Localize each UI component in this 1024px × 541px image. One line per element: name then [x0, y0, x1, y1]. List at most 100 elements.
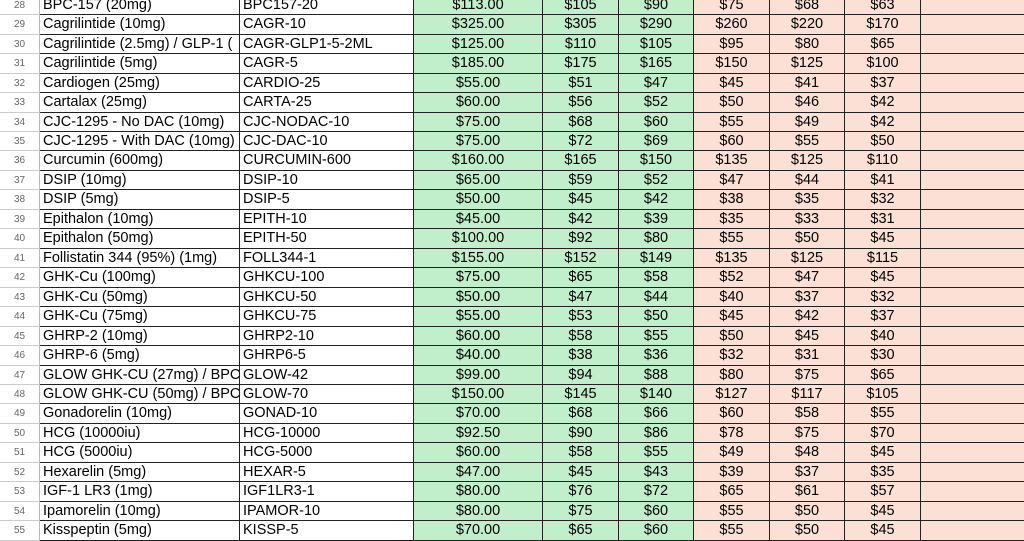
row-header[interactable]: 34: [0, 112, 40, 132]
sku-cell[interactable]: FOLL344-1: [240, 248, 414, 269]
tier-price-cell[interactable]: $70: [845, 423, 921, 444]
empty-cell[interactable]: [921, 132, 1024, 152]
sku-cell[interactable]: EPITH-10: [240, 209, 414, 230]
tier-price-cell[interactable]: $55: [694, 229, 770, 249]
tier-price-cell[interactable]: $46: [770, 93, 845, 113]
tier-price-cell[interactable]: $72: [543, 132, 619, 152]
product-name-cell[interactable]: CJC-1295 - With DAC (10mg): [40, 132, 240, 152]
empty-cell[interactable]: [921, 385, 1024, 405]
sku-cell[interactable]: CAGR-5: [240, 54, 414, 74]
empty-cell[interactable]: [921, 54, 1024, 74]
row-header[interactable]: 32: [0, 73, 40, 94]
sku-cell[interactable]: CARTA-25: [240, 93, 414, 113]
tier-price-cell[interactable]: $150: [619, 151, 694, 171]
tier-price-cell[interactable]: $175: [543, 54, 619, 74]
sku-cell[interactable]: IPAMOR-10: [240, 501, 414, 522]
tier-price-cell[interactable]: $42: [619, 190, 694, 210]
tier-price-cell[interactable]: $305: [543, 15, 619, 35]
product-name-cell[interactable]: GHRP-2 (10mg): [40, 326, 240, 347]
tier-price-cell[interactable]: $90: [619, 0, 694, 16]
tier-price-cell[interactable]: $66: [619, 404, 694, 424]
row-header[interactable]: 38: [0, 190, 40, 210]
price-cell[interactable]: $99.00: [414, 365, 543, 385]
product-name-cell[interactable]: Cagrilintide (5mg): [40, 54, 240, 74]
tier-price-cell[interactable]: $45: [543, 462, 619, 483]
tier-price-cell[interactable]: $76: [543, 482, 619, 502]
tier-price-cell[interactable]: $50: [770, 229, 845, 249]
product-name-cell[interactable]: GHK-Cu (75mg): [40, 307, 240, 327]
row-header[interactable]: 52: [0, 462, 40, 483]
sku-cell[interactable]: CARDIO-25: [240, 73, 414, 94]
row-header[interactable]: 47: [0, 365, 40, 385]
row-header[interactable]: 46: [0, 346, 40, 366]
tier-price-cell[interactable]: $92: [543, 229, 619, 249]
tier-price-cell[interactable]: $170: [845, 15, 921, 35]
tier-price-cell[interactable]: $33: [770, 209, 845, 230]
tier-price-cell[interactable]: $135: [694, 151, 770, 171]
tier-price-cell[interactable]: $44: [770, 170, 845, 191]
tier-price-cell[interactable]: $30: [845, 346, 921, 366]
tier-price-cell[interactable]: $127: [694, 385, 770, 405]
empty-cell[interactable]: [921, 365, 1024, 385]
empty-cell[interactable]: [921, 423, 1024, 444]
tier-price-cell[interactable]: $49: [770, 112, 845, 132]
tier-price-cell[interactable]: $47: [543, 287, 619, 308]
price-cell[interactable]: $45.00: [414, 209, 543, 230]
price-cell[interactable]: $150.00: [414, 385, 543, 405]
tier-price-cell[interactable]: $41: [845, 170, 921, 191]
product-name-cell[interactable]: Cartalax (25mg): [40, 93, 240, 113]
row-header[interactable]: 41: [0, 248, 40, 269]
tier-price-cell[interactable]: $58: [543, 443, 619, 463]
sku-cell[interactable]: GHKCU-100: [240, 268, 414, 288]
tier-price-cell[interactable]: $39: [619, 209, 694, 230]
tier-price-cell[interactable]: $145: [543, 385, 619, 405]
row-header[interactable]: 37: [0, 170, 40, 191]
empty-cell[interactable]: [921, 0, 1024, 16]
tier-price-cell[interactable]: $75: [543, 501, 619, 522]
tier-price-cell[interactable]: $72: [619, 482, 694, 502]
tier-price-cell[interactable]: $42: [543, 209, 619, 230]
tier-price-cell[interactable]: $45: [845, 501, 921, 522]
tier-price-cell[interactable]: $31: [770, 346, 845, 366]
tier-price-cell[interactable]: $38: [694, 190, 770, 210]
tier-price-cell[interactable]: $60: [619, 112, 694, 132]
tier-price-cell[interactable]: $60: [694, 404, 770, 424]
price-cell[interactable]: $40.00: [414, 346, 543, 366]
tier-price-cell[interactable]: $135: [694, 248, 770, 269]
row-header[interactable]: 39: [0, 209, 40, 230]
tier-price-cell[interactable]: $60: [694, 132, 770, 152]
row-header[interactable]: 43: [0, 287, 40, 308]
tier-price-cell[interactable]: $57: [845, 482, 921, 502]
price-cell[interactable]: $125.00: [414, 34, 543, 55]
tier-price-cell[interactable]: $55: [770, 132, 845, 152]
tier-price-cell[interactable]: $165: [543, 151, 619, 171]
product-name-cell[interactable]: Epithalon (10mg): [40, 209, 240, 230]
empty-cell[interactable]: [921, 209, 1024, 230]
empty-cell[interactable]: [921, 34, 1024, 55]
tier-price-cell[interactable]: $41: [770, 73, 845, 94]
tier-price-cell[interactable]: $52: [619, 170, 694, 191]
tier-price-cell[interactable]: $53: [543, 307, 619, 327]
empty-cell[interactable]: [921, 15, 1024, 35]
tier-price-cell[interactable]: $220: [770, 15, 845, 35]
tier-price-cell[interactable]: $63: [845, 0, 921, 16]
tier-price-cell[interactable]: $69: [619, 132, 694, 152]
sku-cell[interactable]: HCG-5000: [240, 443, 414, 463]
price-cell[interactable]: $75.00: [414, 132, 543, 152]
sku-cell[interactable]: CURCUMIN-600: [240, 151, 414, 171]
tier-price-cell[interactable]: $80: [694, 365, 770, 385]
product-name-cell[interactable]: GLOW GHK-CU (50mg) / BPC: [40, 385, 240, 405]
tier-price-cell[interactable]: $36: [619, 346, 694, 366]
tier-price-cell[interactable]: $150: [694, 54, 770, 74]
product-name-cell[interactable]: Epithalon (50mg): [40, 229, 240, 249]
empty-cell[interactable]: [921, 443, 1024, 463]
tier-price-cell[interactable]: $75: [770, 365, 845, 385]
price-cell[interactable]: $50.00: [414, 190, 543, 210]
row-header[interactable]: 33: [0, 93, 40, 113]
tier-price-cell[interactable]: $42: [845, 112, 921, 132]
price-cell[interactable]: $55.00: [414, 307, 543, 327]
price-cell[interactable]: $325.00: [414, 15, 543, 35]
tier-price-cell[interactable]: $31: [845, 209, 921, 230]
price-cell[interactable]: $55.00: [414, 73, 543, 94]
empty-cell[interactable]: [921, 346, 1024, 366]
